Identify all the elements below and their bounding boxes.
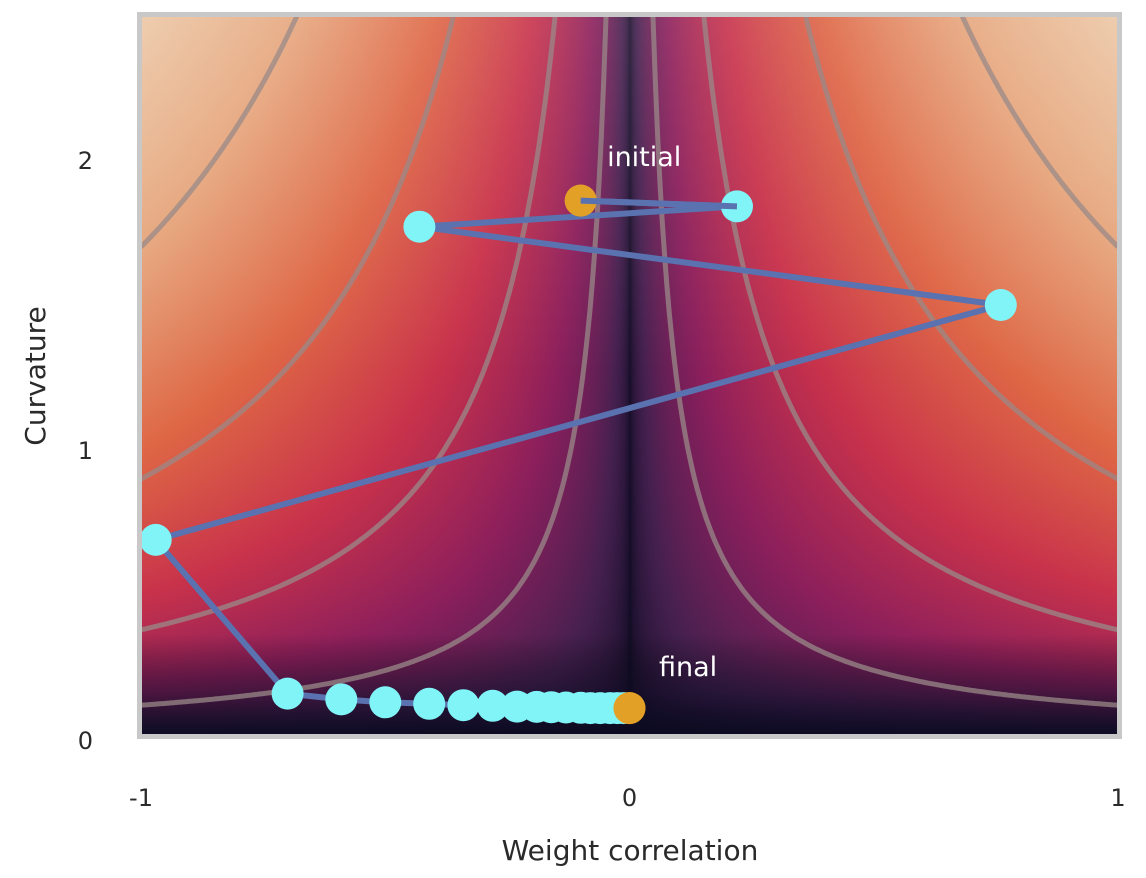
x-tick-label: 1 xyxy=(1110,784,1125,812)
contour-line xyxy=(141,16,456,482)
y-tick-label: 1 xyxy=(78,437,93,465)
contour-line xyxy=(141,16,558,633)
trajectory-end-marker xyxy=(613,692,646,725)
y-tick-label: 2 xyxy=(78,147,93,175)
contour-line xyxy=(959,16,1118,249)
trajectory-point xyxy=(984,289,1017,321)
x-tick-label: 0 xyxy=(622,784,637,812)
trajectory-point xyxy=(403,210,436,243)
plot-area xyxy=(141,16,1118,735)
contour-line xyxy=(141,16,609,708)
annotation-initial: initial xyxy=(607,142,681,173)
contour-line xyxy=(701,16,1118,633)
contour-line xyxy=(650,16,1118,708)
contour-line xyxy=(141,16,300,249)
trajectory-point xyxy=(476,689,509,722)
trajectory-point xyxy=(271,677,304,710)
trajectory-point xyxy=(325,683,358,716)
y-axis-label: Curvature xyxy=(19,306,52,445)
trajectory-point xyxy=(369,686,402,719)
x-axis-label: Weight correlation xyxy=(502,834,759,867)
y-tick-label: 0 xyxy=(78,727,93,755)
trajectory-point xyxy=(447,689,480,722)
trajectory-points xyxy=(141,184,1017,725)
x-tick-label: -1 xyxy=(129,784,153,812)
trajectory-point xyxy=(141,523,172,556)
annotations: initial final xyxy=(607,142,717,683)
contour-line xyxy=(803,16,1118,482)
contour-lines xyxy=(141,16,1118,708)
annotation-final: final xyxy=(659,652,717,683)
trajectory-segment xyxy=(580,197,738,210)
plot-frame xyxy=(137,12,1122,739)
trajectory-point xyxy=(413,687,446,720)
heatmap-top-highlight xyxy=(141,16,1118,735)
trajectory-point xyxy=(721,190,753,223)
x-axis-ticks: -1 0 1 xyxy=(129,784,1126,812)
y-axis-ticks: 0 1 2 xyxy=(78,147,93,755)
